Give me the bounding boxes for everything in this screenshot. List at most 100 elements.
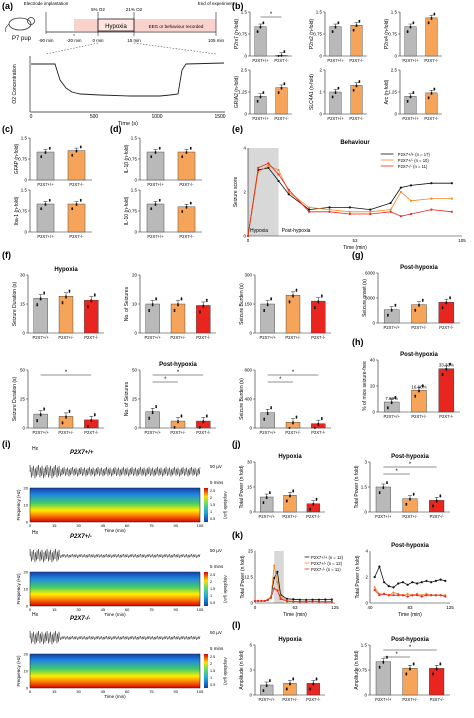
series-line [374,565,446,588]
x-tick-label: P2X7+/+ [260,430,277,435]
legend-label: P2X7+/+ (n = 17) [398,152,431,157]
data-point [441,307,444,310]
series-point [430,182,433,185]
data-point [283,82,286,85]
series-point [279,597,282,600]
freq-tick: 20 [24,652,29,657]
bar [375,486,391,513]
time-tick: 90 [173,689,178,694]
data-point [317,424,320,426]
x-tick-label: P2X7-/- [196,430,211,435]
data-point [265,496,268,498]
series-point [263,599,266,603]
data-point [445,302,448,305]
x-tick-label: P2X7+/+ [384,414,401,419]
data-point [409,25,412,28]
data-point [205,414,208,417]
data-point [90,418,93,421]
data-point [270,298,273,301]
data-point [449,363,451,366]
y-tick-label: 10 [132,302,138,307]
series-point [389,208,392,211]
series-point [406,583,409,586]
data-point [430,91,433,94]
data-point [421,384,424,387]
y-tick-label: 0 [364,693,367,698]
series-point [420,581,423,584]
data-point [386,657,388,659]
chart-b1: 0 0.75 1.5 P2X7+/+ P2X7-/- P2rx7 (n-fold) * [234,10,292,63]
data-point [320,294,323,297]
y-axis-label: GRIA2 (n-fold) [234,76,240,109]
bar [329,26,342,57]
series-line [247,167,452,237]
y-tick-label: 4 [243,146,246,151]
data-point [277,91,280,93]
data-point [414,395,417,398]
y-tick-label: 0 [24,178,27,183]
y-axis-label: Arc (n-fold) [384,79,390,104]
data-point [65,415,67,418]
x-tick-label: P2X7+/+ [402,116,419,121]
data-point [262,689,265,691]
data-point [71,207,74,210]
colorbar-tick: 0.5 [210,517,215,521]
x-tick-label: P2X7+/+ [252,116,269,121]
chart-f3: 0 150 300 P2X7+/+ P2X7+/- P2X7-/- Seizure Burd… [239,273,331,340]
panel-letter-b: (b) [232,1,244,11]
amplitude-label: Amplitude (µV) [223,575,228,603]
x-tick-label: P2X7+/- [282,697,298,702]
data-point [317,422,320,425]
data-point [337,86,340,89]
data-point [266,411,269,414]
series-point [276,589,279,592]
data-point [263,417,266,420]
data-point [270,407,273,410]
data-point [270,297,273,300]
y-axis-label: Total Power (n fold) [355,555,361,598]
x-tick-label: P2X7+/+ [147,234,164,239]
panel-letter-l: (l) [232,620,241,630]
data-point [148,416,151,419]
data-point [265,685,268,688]
chart-k1: P2X7+/+ (n = 12)P2X7+/- (n = 12)P2X7-/- … [240,549,344,619]
data-point [412,662,415,665]
data-point [177,303,179,305]
x-axis-label: Time (min) [398,612,422,618]
data-point [68,409,71,412]
timeline-diagram: P7 pup Hypoxia EEG or behaviour recorded… [5,1,235,55]
data-point [155,298,158,301]
y-tick-label: 30 [20,273,26,278]
data-point [65,295,67,298]
bar [177,206,196,233]
time-tick: 75 [149,607,154,612]
y-tick-label: 0 [319,54,322,59]
data-point [151,412,154,415]
event-electrode: Electrode implantation [24,1,69,6]
data-point [86,306,89,309]
y-tick-label: 20 [132,273,138,278]
sig-star: * [279,377,282,383]
data-point [185,151,188,153]
x-tick-label: P2X7+/- [170,430,186,435]
data-point [79,145,82,148]
bar [145,303,160,334]
data-point [262,690,265,693]
y-tick-label: 3000 [365,296,376,301]
time-tick: 15 [52,689,57,694]
y-tick-label: 50 [132,368,138,373]
series-point [276,570,279,573]
y-tick-label: 25 [20,397,26,402]
data-point [263,308,266,311]
chart-title: Post-hypoxia [400,352,438,358]
bar [36,151,55,181]
eeg-panel: Hx P2X7+/+ 50 µV 5 mins 2.5 2 1.5 1 0.5 Amplitude… [16,446,228,699]
time-tick: 30 [76,523,81,528]
y-tick-label: 6000 [365,271,376,276]
y-tick-label: 0 [134,426,137,431]
series-point [267,166,270,169]
data-point [405,504,408,506]
data-point [285,499,288,502]
data-point [155,405,158,407]
bar [170,303,186,334]
